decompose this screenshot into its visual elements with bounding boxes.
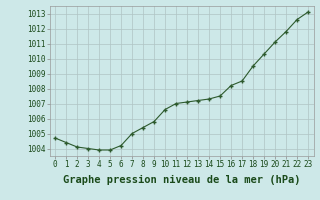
X-axis label: Graphe pression niveau de la mer (hPa): Graphe pression niveau de la mer (hPa) <box>63 175 300 185</box>
